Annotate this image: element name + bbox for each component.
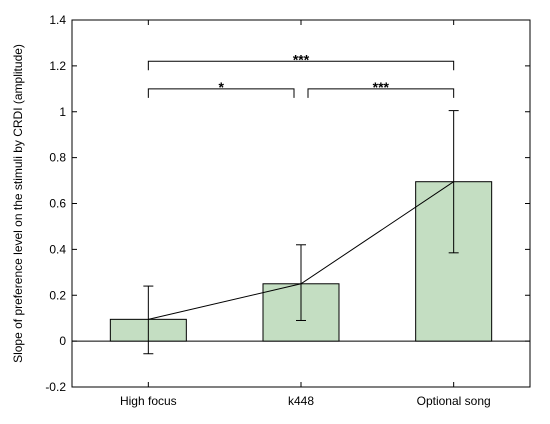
significance-label: *** <box>293 51 310 67</box>
significance-bracket <box>307 88 455 98</box>
y-tick-label: 0.8 <box>49 151 66 165</box>
x-tick-label: Optional song <box>417 394 491 408</box>
y-tick-label: -0.2 <box>45 380 66 394</box>
significance-label: * <box>218 79 224 95</box>
x-tick-label: k448 <box>288 394 314 408</box>
y-tick-label: 1.2 <box>49 59 66 73</box>
y-tick-label: 1.4 <box>49 13 66 27</box>
y-tick-label: 0.4 <box>49 242 66 256</box>
y-axis-label: Slope of preference level on the stimuli… <box>11 44 25 363</box>
y-tick-label: 0.2 <box>49 288 66 302</box>
y-tick-label: 0.6 <box>49 197 66 211</box>
y-tick-label: 0 <box>59 334 66 348</box>
significance-bracket <box>147 88 295 98</box>
significance-label: *** <box>373 79 390 95</box>
x-tick-label: High focus <box>120 394 177 408</box>
significance-bracket <box>147 60 455 71</box>
y-tick-label: 1 <box>59 105 66 119</box>
